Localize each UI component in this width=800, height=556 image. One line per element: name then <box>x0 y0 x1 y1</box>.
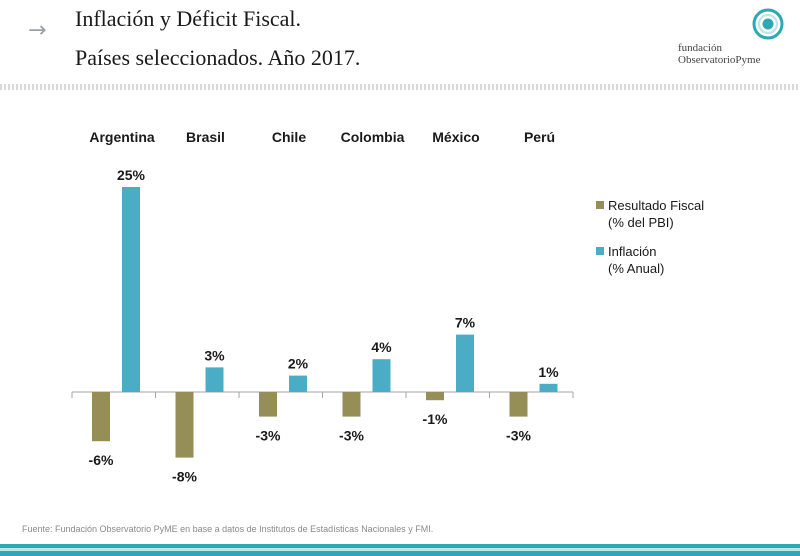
legend-label-unit: (% Anual) <box>608 261 664 276</box>
right-arrow-icon: → <box>28 18 46 43</box>
category-label: Chile <box>272 129 306 145</box>
fiscal-bar <box>343 392 361 417</box>
inflation-bar <box>122 187 140 392</box>
data-label: 2% <box>288 356 309 372</box>
legend-swatch-inflation <box>596 247 604 255</box>
fiscal-bar <box>426 392 444 400</box>
data-label: -3% <box>339 428 364 444</box>
data-label: 7% <box>455 315 476 331</box>
category-label: Argentina <box>89 129 155 145</box>
category-label: Colombia <box>341 129 405 145</box>
data-label: -3% <box>256 428 281 444</box>
data-label: 25% <box>117 167 146 183</box>
category-label: Brasil <box>186 129 225 145</box>
inflation-bar <box>206 367 224 392</box>
legend-label: Resultado Fiscal <box>608 198 704 213</box>
fiscal-bar <box>510 392 528 417</box>
logo-text-line2: ObservatorioPyme <box>678 54 760 66</box>
header: → Inflación y Déficit Fiscal. Países sel… <box>0 0 800 84</box>
source-note: Fuente: Fundación Observatorio PyME en b… <box>22 524 433 534</box>
data-label: -8% <box>172 469 197 485</box>
inflation-bar <box>289 376 307 392</box>
inflation-bar <box>540 384 558 392</box>
category-label: México <box>432 129 479 145</box>
data-label: 1% <box>538 364 559 380</box>
inflation-bar <box>373 359 391 392</box>
page-title-line2: Países seleccionados. Año 2017. <box>75 45 360 71</box>
chart: Argentina -6% 25% Brasil -8% 3% Chile -3% 2% Colo… <box>0 96 800 516</box>
page-title-line1: Inflación y Déficit Fiscal. <box>75 6 301 32</box>
category-label: Perú <box>524 129 555 145</box>
data-label: -1% <box>423 411 448 427</box>
fiscal-bar <box>176 392 194 458</box>
logo: fundación ObservatorioPyme <box>676 6 796 70</box>
footer-bar <box>0 544 800 556</box>
header-separator <box>0 84 800 90</box>
inflation-bar <box>456 335 474 392</box>
logo-circle-icon <box>676 6 796 46</box>
fiscal-bar <box>259 392 277 417</box>
logo-text-line1: fundación <box>678 42 722 54</box>
data-label: 3% <box>204 347 225 363</box>
legend-swatch-fiscal <box>596 201 604 209</box>
data-label: -6% <box>89 452 114 468</box>
legend-label: Inflación <box>608 244 656 259</box>
data-label: 4% <box>371 339 392 355</box>
legend-label-unit: (% del PBI) <box>608 215 674 230</box>
fiscal-bar <box>92 392 110 441</box>
data-label: -3% <box>506 428 531 444</box>
